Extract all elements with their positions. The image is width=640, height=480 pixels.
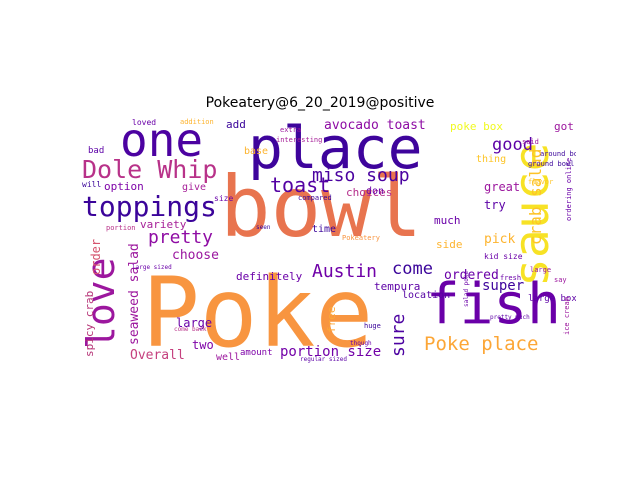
- word-addition: addition: [180, 118, 214, 126]
- word-much: much: [434, 214, 461, 227]
- word-size: size: [214, 194, 234, 203]
- word-seen: seen: [256, 224, 271, 231]
- word-though: though: [350, 340, 372, 347]
- word-place: place: [248, 117, 423, 182]
- word-will: will: [82, 180, 102, 189]
- word-spicy-crab: spicy crab: [83, 290, 96, 357]
- word-good: good: [492, 135, 533, 155]
- word-poke: Poke: [142, 257, 374, 365]
- word-huge: huge: [364, 322, 381, 330]
- word-thing: thing: [476, 154, 507, 165]
- word-option: option: [104, 180, 144, 193]
- word-variety: variety: [140, 218, 187, 231]
- word-say: say: [554, 276, 567, 284]
- word-add: add: [226, 118, 246, 131]
- word-large-box: large box: [528, 294, 576, 304]
- word-bad: bad: [88, 146, 105, 156]
- word-dole-whip: Dole Whip: [82, 155, 218, 184]
- word-seaweed-salad: seaweed salad: [127, 243, 142, 345]
- word-tempura: tempura: [374, 280, 421, 293]
- word-amount: amount: [240, 348, 273, 358]
- word-regular-sized: regular sized: [300, 356, 347, 363]
- word-ground-bowl: ground bowl: [528, 160, 575, 168]
- word-definitely: definitely: [236, 270, 303, 283]
- word-interesting: interesting: [276, 136, 323, 144]
- word-miso-soup: miso soup: [312, 165, 410, 186]
- word-one: one: [120, 117, 204, 167]
- word-large-sized: large sized: [132, 264, 172, 271]
- word-bowl: bowl: [220, 158, 423, 256]
- word-got: got: [554, 120, 574, 133]
- word-poke-place: Poke place: [424, 333, 539, 355]
- word-portion-size: portion size: [280, 344, 382, 360]
- word-cloud: Poke bowl place one fish sauce love Dole…: [80, 117, 576, 365]
- word-super: super: [482, 278, 525, 294]
- word-come: come: [392, 259, 433, 279]
- word-around-bowl: around bowl: [540, 150, 576, 158]
- word-large: large: [176, 316, 213, 330]
- word-free: free: [325, 306, 338, 334]
- word-pick: pick: [484, 232, 516, 247]
- word-time: time: [312, 224, 337, 235]
- word-salad-poke: salad poke: [463, 270, 470, 307]
- word-kid-size: kid size: [484, 252, 523, 261]
- word-come-back: come back: [174, 326, 207, 333]
- word-side: side: [436, 238, 463, 251]
- word-loved: loved: [132, 118, 157, 127]
- word-cloud-title: Pokeatery@6_20_2019@positive: [205, 95, 435, 111]
- word-poke-box: poke box: [450, 120, 503, 133]
- word-order: order: [89, 238, 103, 275]
- word-fresh: fresh: [500, 274, 522, 282]
- word-pretty: pretty: [148, 227, 214, 248]
- word-well: well: [216, 352, 241, 363]
- word-pokeatery: Pokeatery: [342, 234, 380, 242]
- word-avocado-toast: avocado toast: [324, 118, 426, 133]
- word-sure: sure: [388, 313, 409, 357]
- word-location: location: [402, 290, 451, 301]
- word-great: great: [484, 180, 521, 194]
- word-portion: portion: [106, 224, 136, 232]
- word-said: said: [522, 138, 539, 146]
- word-give: give: [182, 182, 207, 193]
- word-large-2: large: [530, 266, 552, 274]
- word-don: don: [366, 186, 385, 197]
- word-fish: fish: [426, 272, 561, 337]
- word-choices: choices: [346, 186, 393, 199]
- word-toast: toast: [270, 173, 331, 197]
- word-toppings: toppings: [82, 190, 217, 223]
- word-ice-cream: ice cream: [563, 297, 571, 335]
- word-extra: extra: [280, 126, 302, 134]
- word-try: try: [484, 198, 506, 212]
- word-two: two: [192, 338, 214, 352]
- word-ordered: ordered: [444, 268, 499, 283]
- word-compared: compared: [298, 194, 332, 202]
- word-choose: choose: [172, 248, 219, 263]
- word-pretty-much: pretty much: [490, 314, 530, 321]
- word-overall: Overall: [130, 348, 185, 363]
- word-flavor: flavor: [528, 178, 554, 186]
- word-austin: Austin: [312, 261, 378, 282]
- word-base: base: [244, 146, 269, 157]
